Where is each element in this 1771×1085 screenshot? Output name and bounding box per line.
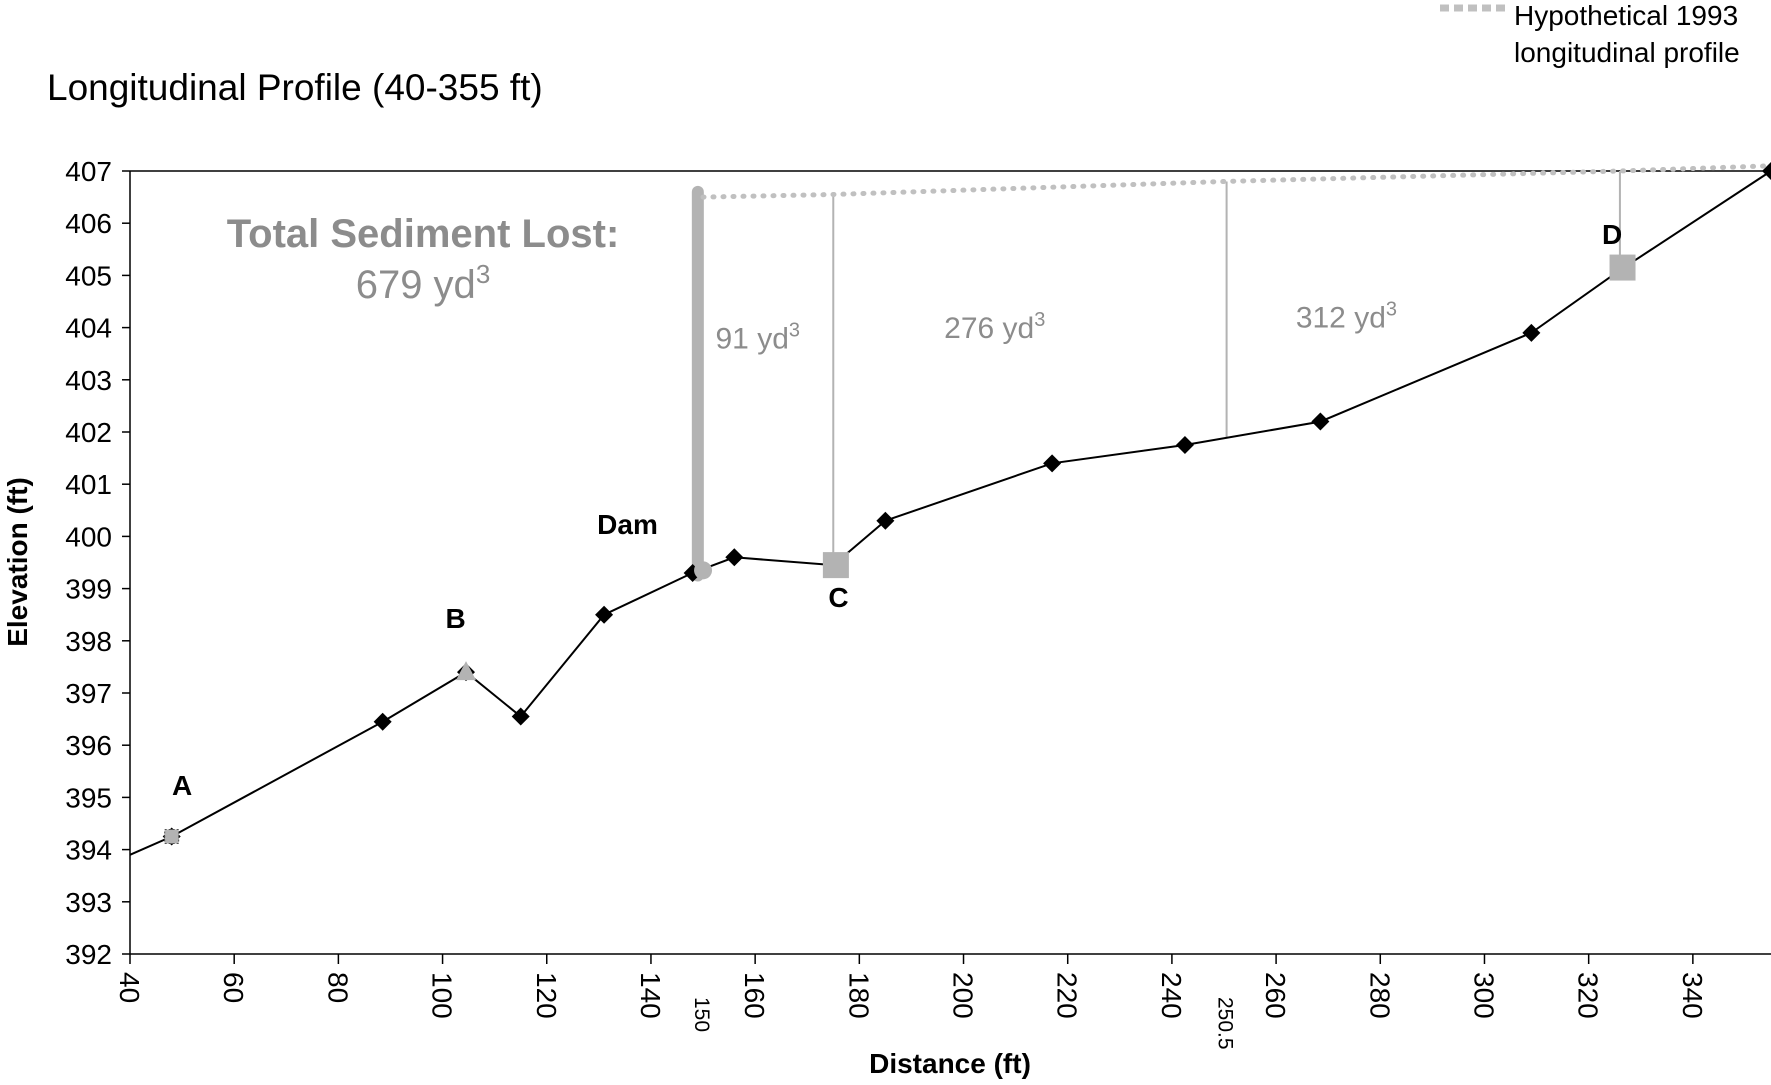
y-tick-label: 395	[65, 782, 112, 813]
gray-square-marker	[822, 552, 849, 579]
segment-volume-number: 276 yd	[944, 312, 1034, 345]
y-tick-label: 402	[65, 417, 112, 448]
y-ticks: 407 406 405 404 403 402 401 400 399 398 397 396 395 3…	[65, 156, 130, 970]
point-label: D	[1602, 219, 1622, 250]
y-tick-label: 396	[65, 730, 112, 761]
profile-point-marker	[1311, 412, 1330, 431]
x-tick-label: 300	[1468, 972, 1499, 1019]
y-tick-label: 398	[65, 626, 112, 657]
profile-point-marker	[1043, 454, 1062, 473]
profile-point-marker	[725, 548, 744, 567]
segment-volume-label: 276 yd3	[944, 309, 1045, 345]
y-tick-label: 404	[65, 313, 112, 344]
x-tick-label: 120	[531, 972, 562, 1019]
profile-point-marker	[1522, 323, 1541, 342]
chart-title: Longitudinal Profile (40-355 ft)	[47, 67, 543, 108]
x-tick-label: 340	[1677, 972, 1708, 1019]
gray-circle-marker	[694, 561, 713, 580]
segment-volume-label: 91 yd3	[715, 319, 800, 355]
segment-volume-unit-sup: 3	[789, 319, 800, 341]
profile-point-marker	[595, 605, 614, 624]
hypothetical-1993-profile-line	[700, 163, 1771, 200]
x-extra-tick-label: 250.5	[1214, 997, 1237, 1050]
x-tick-label: 260	[1260, 972, 1291, 1019]
segment-volume-labels: 91 yd3 276 yd3 312 yd3	[715, 299, 1397, 356]
segment-volume-label: 312 yd3	[1296, 299, 1397, 335]
gray-square-marker	[1609, 254, 1636, 281]
y-tick-label: 403	[65, 365, 112, 396]
segment-volume-number: 312 yd	[1296, 302, 1386, 335]
profile-point-marker	[1762, 162, 1771, 180]
x-tick-label: 240	[1156, 972, 1187, 1019]
total-sediment-label: Total Sediment Lost:	[227, 212, 620, 256]
legend-label-line1: Hypothetical 1993	[1514, 0, 1738, 31]
gray-square-marker	[164, 829, 180, 845]
y-axis-label: Elevation (ft)	[2, 477, 33, 647]
gray-triangle-marker	[456, 661, 477, 681]
x-extra-tick-label: 150	[690, 997, 713, 1032]
point-label: C	[828, 582, 848, 613]
segment-volume-number: 91 yd	[715, 322, 788, 355]
x-tick-label: 220	[1052, 972, 1083, 1019]
total-sediment-value: 679 yd3	[356, 259, 491, 307]
x-tick-label: 320	[1573, 972, 1604, 1019]
y-tick-label: 406	[65, 208, 112, 239]
profile-point-marker	[511, 707, 530, 726]
x-axis-label: Distance (ft)	[869, 1048, 1031, 1079]
profile-point-marker	[876, 511, 895, 530]
segment-volume-unit-sup: 3	[1386, 299, 1397, 321]
profile-point-marker	[373, 712, 392, 731]
y-tick-label: 407	[65, 156, 112, 187]
x-tick-label: 80	[322, 972, 353, 1003]
legend-label-line2: longitudinal profile	[1514, 37, 1740, 68]
point-label: Dam	[597, 509, 658, 540]
y-tick-label: 394	[65, 835, 112, 866]
y-tick-label: 397	[65, 678, 112, 709]
x-tick-label: 160	[739, 972, 770, 1019]
x-tick-label: 40	[114, 972, 145, 1003]
y-tick-label: 399	[65, 574, 112, 605]
x-tick-label: 100	[427, 972, 458, 1019]
plot-area: A B Dam C D	[129, 162, 1771, 856]
y-tick-label: 401	[65, 469, 112, 500]
total-sediment-unit-sup: 3	[476, 259, 490, 289]
y-tick-label: 400	[65, 521, 112, 552]
point-label: B	[445, 603, 465, 634]
x-tick-label: 200	[948, 972, 979, 1019]
profile-point-marker	[1175, 436, 1194, 455]
y-tick-label: 392	[65, 939, 112, 970]
axes	[129, 170, 1771, 955]
x-tick-label: 280	[1364, 972, 1395, 1019]
x-tick-label: 140	[635, 972, 666, 1019]
point-label: A	[172, 770, 192, 801]
y-tick-label: 405	[65, 260, 112, 291]
x-tick-label: 180	[843, 972, 874, 1019]
legend: Hypothetical 1993 longitudinal profile	[1440, 0, 1740, 68]
x-ticks: 40 60 80 100 120 140 160 180 200 220 240 260 280 300 3…	[114, 954, 1708, 1050]
x-tick-label: 60	[218, 972, 249, 1003]
profile-line	[129, 170, 1771, 856]
segment-volume-unit-sup: 3	[1034, 309, 1045, 331]
y-tick-label: 393	[65, 887, 112, 918]
total-sediment-number: 679 yd	[356, 263, 476, 307]
